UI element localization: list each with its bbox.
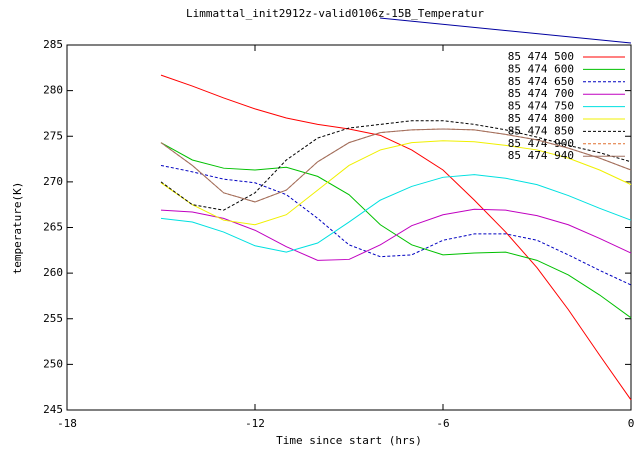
x-tick-label: -12 xyxy=(245,417,265,430)
y-axis-label: temperature(K) xyxy=(11,182,24,275)
y-tick-label: 260 xyxy=(43,266,63,279)
series-line xyxy=(160,74,632,401)
y-tick-label: 255 xyxy=(43,312,63,325)
y-tick-label: 270 xyxy=(43,175,63,188)
series-line xyxy=(160,140,632,226)
legend-label: 85 474 940 xyxy=(508,149,574,162)
y-tick-label: 280 xyxy=(43,84,63,97)
x-tick-label: -6 xyxy=(436,417,449,430)
y-tick-label: 285 xyxy=(43,38,63,51)
x-axis-label: Time since start (hrs) xyxy=(276,434,422,447)
series-line xyxy=(160,128,632,203)
legend-label: 85 474 650 xyxy=(508,75,574,88)
legend-label: 85 474 600 xyxy=(508,62,574,75)
y-tick-label: 265 xyxy=(43,221,63,234)
y-tick-label: 245 xyxy=(43,403,63,416)
legend-label: 85 474 850 xyxy=(508,124,574,137)
series-line xyxy=(160,120,632,211)
chart-title: Limmattal_init2912z-valid0106z-15B_Tempe… xyxy=(186,7,484,20)
x-tick-label: -18 xyxy=(57,417,77,430)
legend-label: 85 474 750 xyxy=(508,100,574,113)
y-tick-label: 250 xyxy=(43,357,63,370)
legend-label: 85 474 900 xyxy=(508,137,574,150)
legend-label: 85 474 700 xyxy=(508,87,574,100)
y-tick-label: 275 xyxy=(43,129,63,142)
x-tick-label: 0 xyxy=(628,417,635,430)
series-line xyxy=(160,174,632,253)
stray-line xyxy=(379,17,632,44)
legend-label: 85 474 800 xyxy=(508,112,574,125)
series-line xyxy=(160,164,632,286)
legend-label: 85 474 500 xyxy=(508,50,574,63)
series-line xyxy=(160,208,632,261)
